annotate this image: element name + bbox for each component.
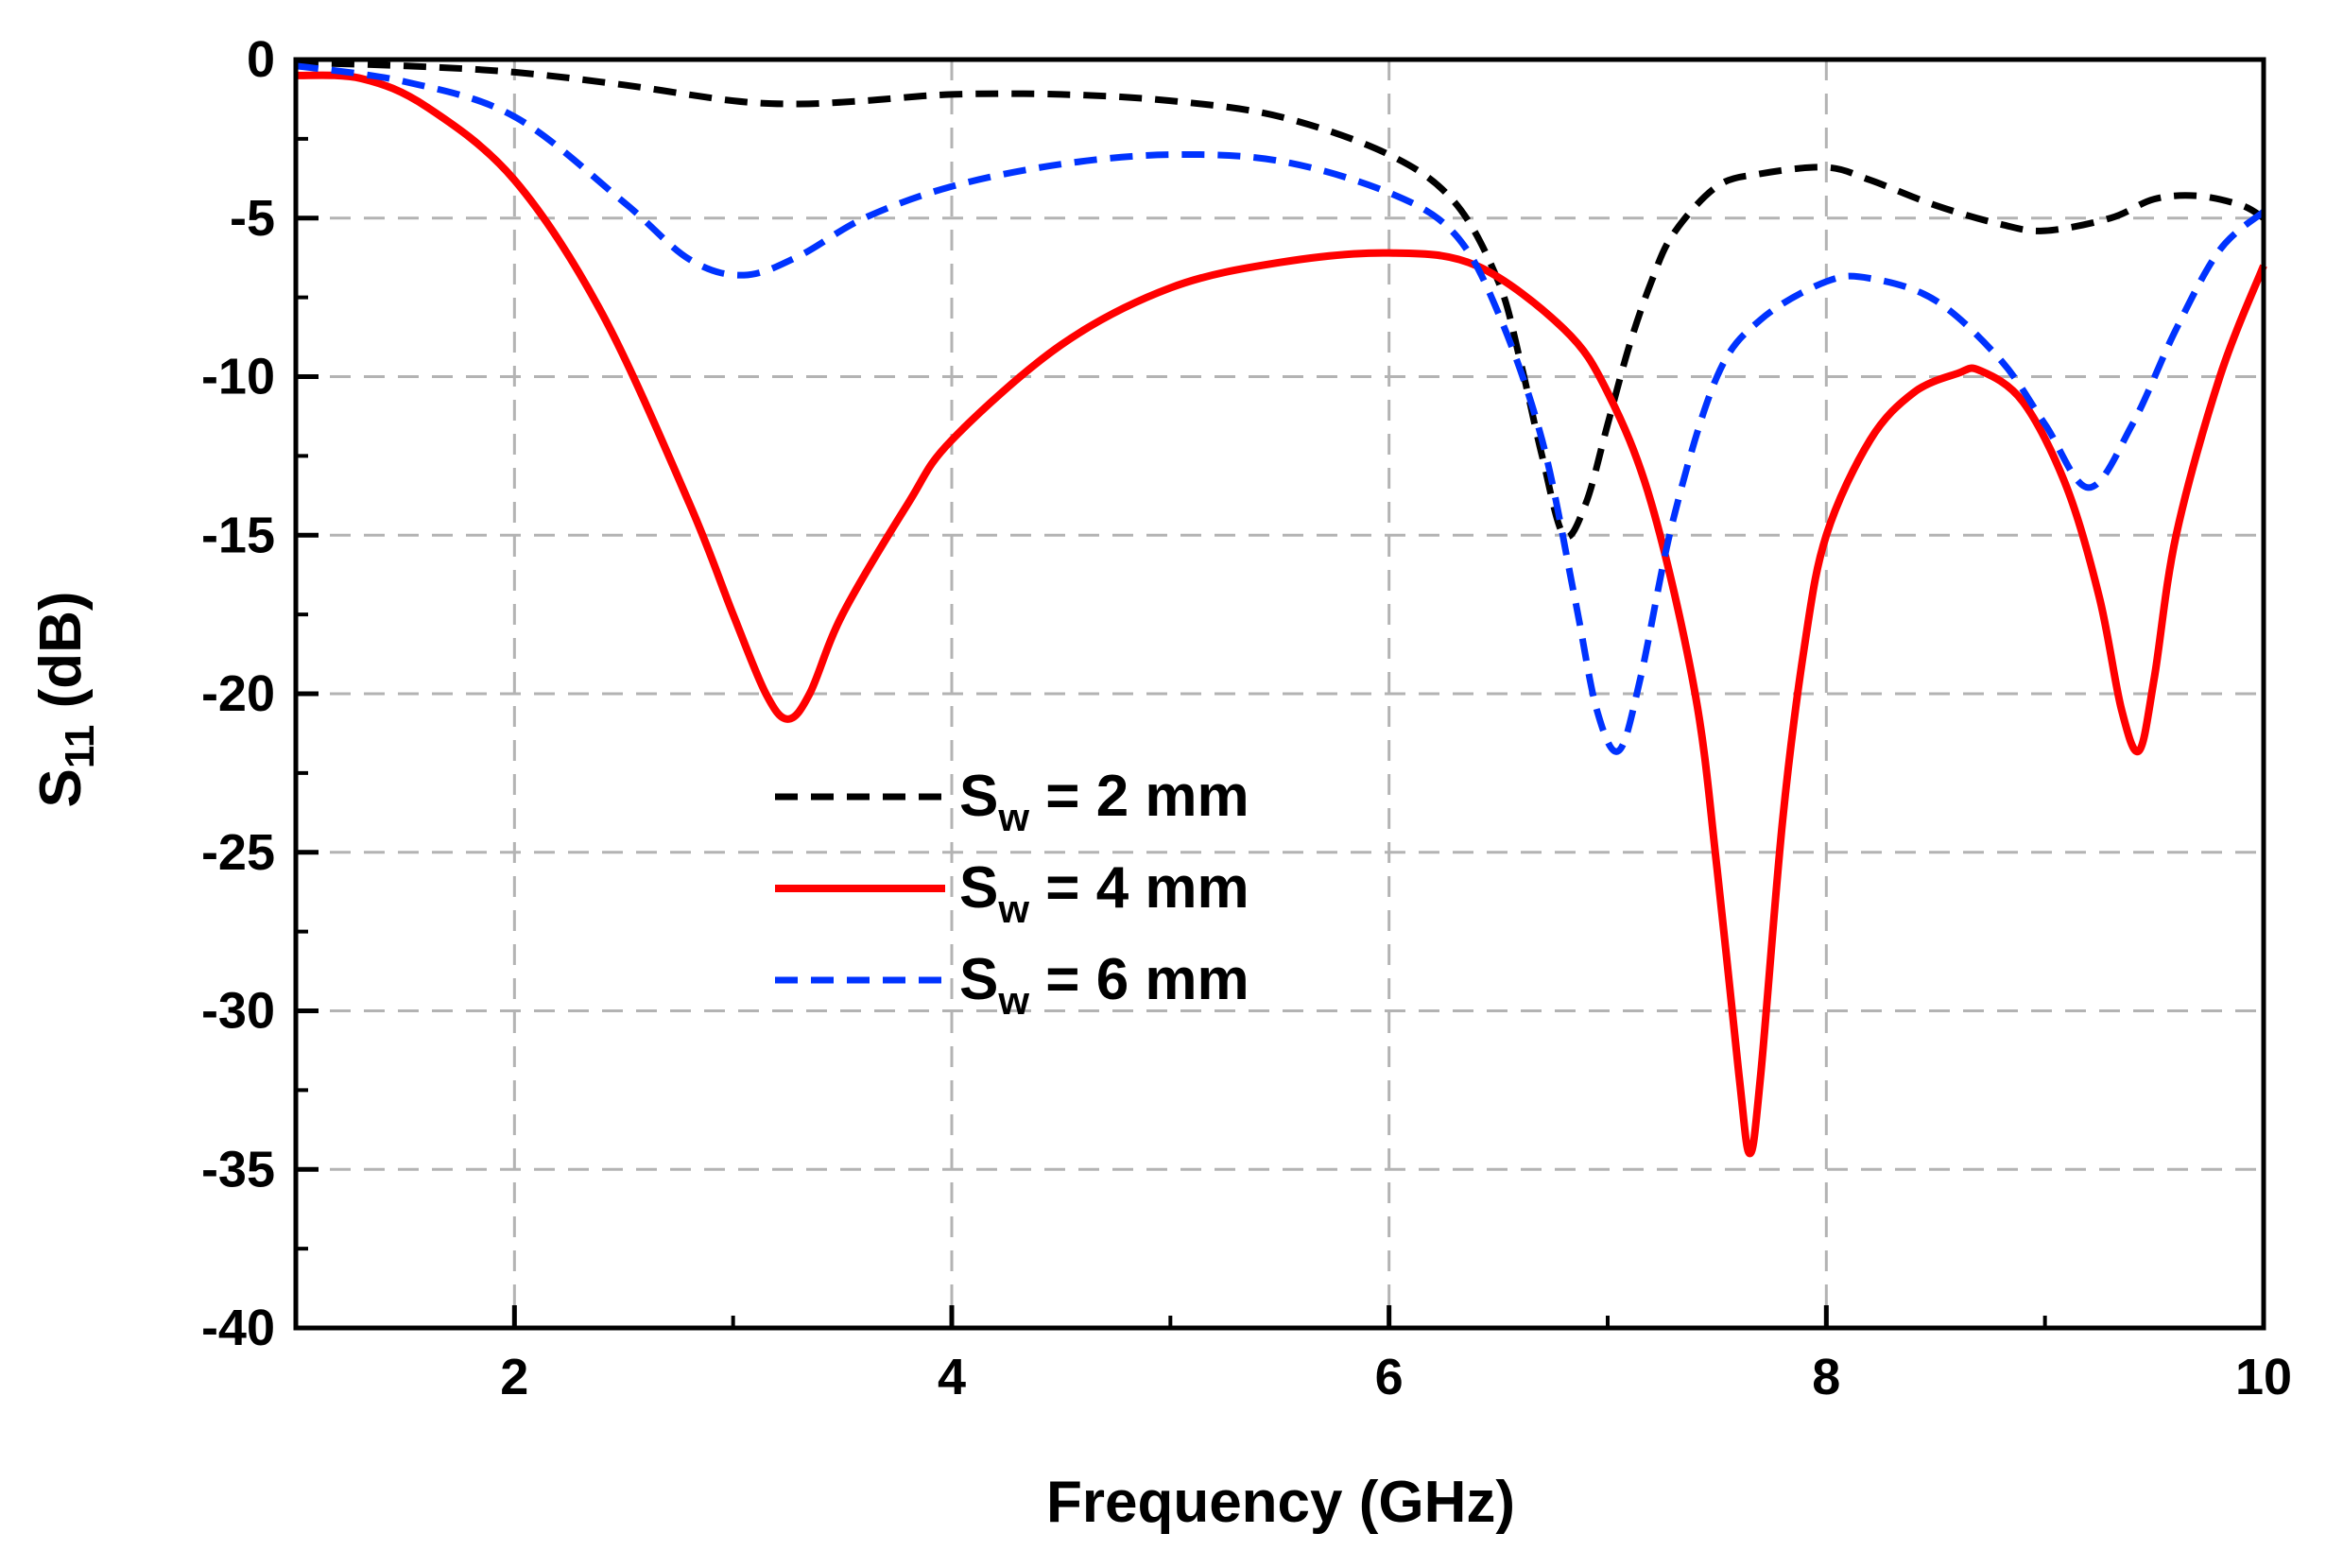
- series-lines: [295, 59, 2267, 1158]
- series-line-1: [295, 59, 2266, 541]
- y-tick-label: 0: [247, 31, 275, 88]
- x-tick-label: 10: [2235, 1349, 2292, 1405]
- legend-label-2: Sw = 4 mm: [959, 855, 1249, 931]
- tick-labels: 2 4 6 8 10 0 -5 -10 -15 -20 -25 -30 -35 -40: [201, 31, 2292, 1405]
- legend-label-sub: w: [997, 887, 1029, 931]
- legend-label-sub: w: [997, 978, 1029, 1023]
- legend-label-sub: w: [997, 795, 1029, 839]
- legend-label-3: Sw = 6 mm: [959, 947, 1249, 1023]
- legend-label-rest: = 4 mm: [1029, 855, 1249, 921]
- legend-label-1: Sw = 2 mm: [959, 764, 1249, 839]
- y-tick-label: -30: [201, 983, 275, 1040]
- axes: [293, 57, 2266, 1331]
- y-tick-label: -25: [201, 824, 275, 881]
- y-tick-label: -35: [201, 1141, 275, 1198]
- y-tick-label: -20: [201, 665, 275, 722]
- x-tick-label: 4: [938, 1349, 966, 1405]
- y-tick-label: -40: [201, 1300, 275, 1356]
- x-axis-title: Frequency (GHz): [1046, 1470, 1515, 1535]
- y-axis-title-sub: 11: [57, 725, 103, 769]
- legend-label-rest: = 6 mm: [1029, 947, 1249, 1012]
- series-line-3: [295, 62, 2266, 755]
- legend-label-main: S: [959, 855, 998, 921]
- grid: [296, 60, 2264, 1328]
- x-tick-label: 6: [1375, 1349, 1404, 1405]
- legend-label-rest: = 2 mm: [1029, 764, 1249, 829]
- x-tick-label: 8: [1812, 1349, 1840, 1405]
- y-tick-label: -15: [201, 507, 275, 563]
- y-tick-label: -5: [230, 190, 275, 247]
- x-tick-label: 2: [500, 1349, 528, 1405]
- legend-label-main: S: [959, 947, 998, 1012]
- series-line-2: [295, 71, 2267, 1158]
- y-axis-title-unit: (dB): [28, 591, 94, 724]
- y-axis-title: S11 (dB): [28, 591, 103, 807]
- y-tick-label: -10: [201, 349, 275, 405]
- y-axis-title-main: S: [28, 768, 94, 807]
- legend-label-main: S: [959, 764, 998, 829]
